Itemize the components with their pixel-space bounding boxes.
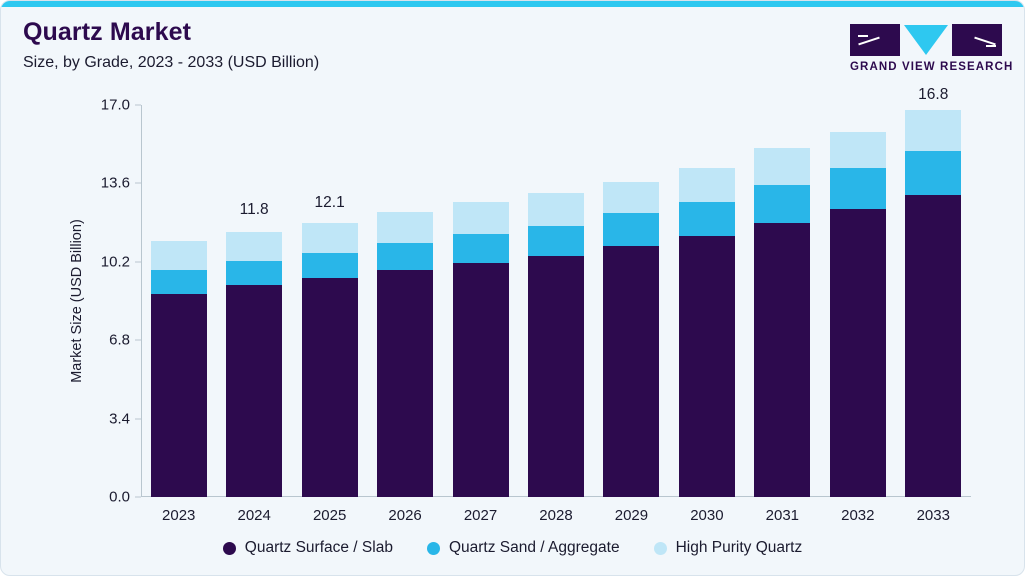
- x-axis-tick-label: 2033: [916, 507, 950, 524]
- y-axis-tick-mark: [135, 339, 141, 341]
- x-axis-tick-label: 2030: [690, 507, 724, 524]
- bar-segment[interactable]: [678, 236, 735, 497]
- bar-segment[interactable]: [452, 262, 509, 497]
- x-axis-tick-label: 2032: [841, 507, 875, 524]
- legend-color-swatch: [426, 541, 440, 555]
- brand-name: GRAND VIEW RESEARCH: [850, 61, 1014, 73]
- bar-segment[interactable]: [150, 294, 207, 497]
- bar-segment[interactable]: [603, 245, 660, 497]
- x-axis-tick-label: 2028: [539, 507, 573, 524]
- bar-segment[interactable]: [150, 269, 207, 295]
- x-axis-tick-label: 2027: [463, 507, 498, 524]
- bar-segment[interactable]: [527, 192, 584, 227]
- x-axis-tick-label: 2025: [312, 507, 347, 524]
- y-axis-label: Market Size (USD Billion): [69, 219, 85, 383]
- y-axis-tick-mark: [135, 418, 141, 420]
- brand-marks: [850, 23, 1002, 57]
- bar-group[interactable]: 11.8 2024: [226, 105, 283, 524]
- bar-segment[interactable]: [150, 241, 207, 270]
- bar-group[interactable]: 2028: [527, 105, 584, 524]
- bar-segment[interactable]: [905, 194, 962, 497]
- bar-segment[interactable]: [226, 260, 283, 285]
- bar-segment[interactable]: [829, 168, 886, 209]
- legend-item[interactable]: High Purity Quartz: [653, 539, 803, 557]
- y-axis-tick-label: 0.0: [109, 488, 130, 506]
- legend-label: Quartz Sand / Aggregate: [448, 539, 620, 556]
- bar-group[interactable]: 16.8 2033: [905, 86, 962, 524]
- bar-segment[interactable]: [754, 184, 811, 223]
- brand-box-left-icon: [850, 24, 900, 56]
- bar-group[interactable]: 2031: [754, 105, 811, 524]
- bar-segment[interactable]: [603, 182, 660, 214]
- plot-area: 0.0 3.4 6.8 10.2 13.6 17.0 2023 11.8 2024 12.1 20…: [101, 86, 971, 524]
- bar-value-label: 16.8: [918, 85, 949, 103]
- y-axis-tick-label: 13.6: [100, 174, 130, 192]
- bar-group[interactable]: 2032: [829, 105, 886, 524]
- bar-segment[interactable]: [527, 226, 584, 257]
- x-axis-tick-label: 2031: [765, 507, 800, 524]
- bar-value-label: 11.8: [239, 200, 269, 218]
- bar-segment[interactable]: [905, 109, 962, 152]
- bar-group[interactable]: 2026: [377, 105, 434, 524]
- bar-segment[interactable]: [754, 147, 811, 185]
- y-axis-tick-mark: [135, 261, 141, 263]
- chart-header: Quartz Market Size, by Grade, 2023 - 203…: [23, 18, 320, 71]
- bar-segment[interactable]: [377, 269, 434, 497]
- page-title: Quartz Market: [23, 18, 192, 46]
- chart-legend: Quartz Surface / Slab Quartz Sand / Aggre…: [1, 539, 1024, 557]
- y-axis-tick-mark: [135, 104, 141, 106]
- bar-segment[interactable]: [301, 222, 358, 253]
- bar-segment[interactable]: [829, 208, 886, 497]
- bar-segment[interactable]: [603, 213, 660, 246]
- x-axis-tick-label: 2024: [237, 507, 271, 524]
- bar-series-container: 2023 11.8 2024 12.1 2025 2026 2027 2028 2029 2030…: [141, 86, 971, 524]
- bar-segment[interactable]: [678, 201, 735, 237]
- bar-segment[interactable]: [301, 252, 358, 278]
- bar-segment[interactable]: [452, 201, 509, 235]
- legend-label: Quartz Surface / Slab: [244, 539, 393, 556]
- bar-segment[interactable]: [377, 212, 434, 244]
- bar-segment[interactable]: [829, 131, 886, 169]
- y-axis-line: [141, 105, 142, 497]
- brand-box-right-icon: [952, 24, 1002, 56]
- x-axis-tick-label: 2029: [614, 507, 649, 524]
- bar-segment[interactable]: [527, 256, 584, 497]
- x-axis-tick-label: 2023: [162, 507, 196, 524]
- bar-segment[interactable]: [226, 284, 283, 497]
- x-axis-tick-label: 2026: [388, 507, 422, 524]
- y-axis-tick-mark: [135, 182, 141, 184]
- bar-segment[interactable]: [377, 243, 434, 270]
- y-axis-tick-label: 10.2: [100, 253, 130, 271]
- bar-group[interactable]: 12.1 2025: [301, 105, 358, 524]
- legend-item[interactable]: Quartz Surface / Slab: [222, 539, 393, 557]
- bar-group[interactable]: 2029: [603, 105, 660, 524]
- y-axis-tick-label: 17.0: [100, 96, 130, 114]
- page-subtitle: Size, by Grade, 2023 - 2033 (USD Billion…: [23, 53, 320, 71]
- bar-segment[interactable]: [301, 277, 358, 497]
- y-axis-tick-label: 6.8: [109, 331, 130, 349]
- bar-segment[interactable]: [754, 222, 811, 497]
- bar-value-label: 12.1: [314, 194, 345, 211]
- bar-group[interactable]: 2023: [150, 105, 207, 524]
- y-axis-tick-mark: [135, 496, 141, 498]
- legend-color-swatch: [653, 541, 667, 555]
- bar-segment[interactable]: [905, 151, 962, 195]
- bar-group[interactable]: 2027: [452, 105, 509, 524]
- brand-logo: GRAND VIEW RESEARCH: [850, 23, 1014, 73]
- top-accent-bar: [1, 1, 1024, 7]
- brand-triangle-icon: [904, 25, 948, 55]
- legend-color-swatch: [222, 541, 236, 555]
- y-axis-tick-label: 3.4: [109, 410, 130, 428]
- legend-label: High Purity Quartz: [675, 539, 803, 556]
- bar-group[interactable]: 2030: [678, 105, 735, 524]
- bar-segment[interactable]: [452, 234, 509, 263]
- legend-item[interactable]: Quartz Sand / Aggregate: [426, 539, 620, 557]
- bar-segment[interactable]: [678, 168, 735, 202]
- bar-segment[interactable]: [226, 231, 283, 261]
